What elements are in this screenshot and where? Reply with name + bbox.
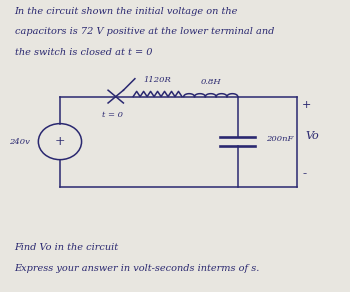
Text: the switch is closed at t = 0: the switch is closed at t = 0 [15,48,152,57]
Text: -: - [302,167,306,180]
Text: 1120R: 1120R [144,76,172,84]
Text: 0.8H: 0.8H [201,79,221,86]
Text: 200nF: 200nF [266,135,293,143]
Text: In the circuit shown the initial voltage on the: In the circuit shown the initial voltage… [15,6,238,15]
Text: Vo: Vo [306,131,320,141]
Text: capacitors is 72 V positive at the lower terminal and: capacitors is 72 V positive at the lower… [15,27,274,36]
Text: Find Vo in the circuit: Find Vo in the circuit [15,243,119,252]
Text: t = 0: t = 0 [102,111,123,119]
Text: Express your answer in volt-seconds interms of s.: Express your answer in volt-seconds inte… [15,264,260,273]
Text: +: + [55,135,65,148]
Text: +: + [302,100,312,110]
Text: 240v: 240v [9,138,30,146]
